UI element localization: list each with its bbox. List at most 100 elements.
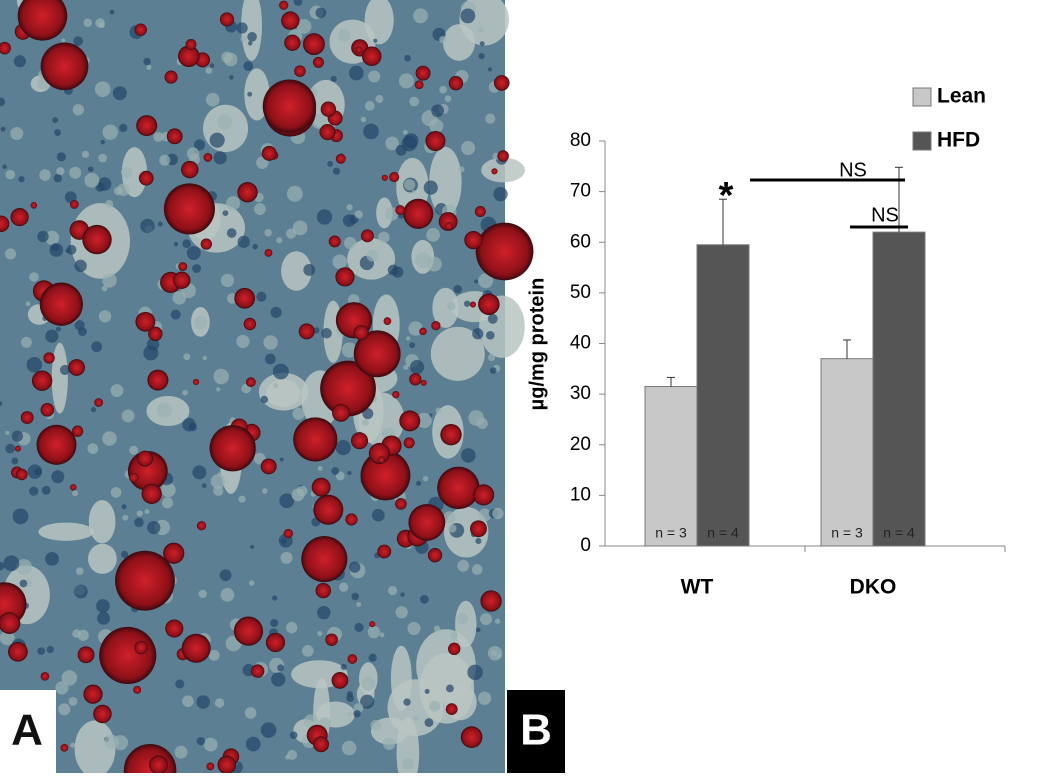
micrograph-speck	[385, 136, 400, 151]
micrograph-speck	[317, 630, 323, 637]
micrograph-speck	[407, 621, 421, 636]
micrograph-speck	[248, 580, 255, 586]
micrograph-speck	[406, 336, 411, 341]
micrograph-speck	[129, 445, 139, 455]
micrograph-speck	[367, 625, 381, 639]
micrograph-droplet	[315, 582, 332, 599]
micrograph-droplet	[217, 755, 237, 775]
micrograph-speck	[384, 207, 399, 221]
micrograph-speck	[122, 514, 129, 521]
micrograph-droplet	[0, 612, 21, 634]
micrograph-speck	[121, 409, 135, 423]
micrograph-speck	[315, 7, 327, 19]
micrograph-speck	[186, 147, 200, 160]
micrograph-speck	[362, 408, 374, 420]
micrograph-droplet	[361, 46, 382, 67]
micrograph-speck	[173, 242, 179, 247]
micrograph-droplet	[360, 450, 411, 501]
micrograph-speck	[65, 248, 70, 253]
micrograph-droplet	[178, 45, 200, 68]
micrograph-speck	[332, 254, 348, 270]
micrograph-speck	[143, 57, 151, 66]
micrograph-speck	[272, 595, 278, 601]
micrograph-droplet	[491, 168, 498, 175]
micrograph-droplet	[335, 153, 346, 164]
micrograph-speck	[378, 231, 390, 244]
micrograph-speck	[404, 54, 411, 62]
micrograph-speck	[477, 27, 484, 33]
micrograph-speck	[119, 123, 128, 133]
micrograph-speck	[219, 569, 232, 582]
micrograph-speck	[492, 507, 504, 520]
micrograph-speck	[260, 395, 269, 404]
micrograph-speck	[479, 41, 485, 47]
micrograph-speck	[182, 239, 191, 249]
micrograph-speck	[480, 613, 493, 626]
y-tick-label: 60	[570, 231, 591, 252]
micrograph-speck	[121, 504, 127, 510]
micrograph-speck	[102, 431, 117, 446]
micrograph-speck	[250, 544, 255, 549]
micrograph-speck	[444, 95, 452, 103]
micrograph-speck	[74, 320, 85, 331]
micrograph-droplet	[262, 79, 317, 133]
micrograph-droplet	[136, 115, 158, 137]
micrograph-speck	[467, 664, 483, 681]
micrograph-speck	[210, 474, 226, 489]
micrograph-speck	[285, 621, 298, 634]
micrograph-droplet	[464, 230, 483, 250]
micrograph-droplet	[497, 150, 509, 162]
chart: 0 10 20 30 40 50 60 70 80 WT n = 3 n = 4 DKO n = 3 n =…	[570, 85, 1006, 599]
micrograph-speck	[213, 151, 227, 165]
micrograph-speck	[478, 508, 492, 522]
micrograph-droplet	[115, 550, 175, 611]
micrograph-speck	[363, 123, 379, 140]
micrograph-space	[430, 326, 485, 381]
micrograph-speck	[368, 653, 377, 662]
micrograph-speck	[91, 341, 103, 353]
micrograph-speck	[134, 517, 144, 528]
micrograph-speck	[61, 38, 66, 43]
bar	[644, 386, 698, 547]
micrograph-speck	[347, 470, 352, 476]
micrograph-speck	[330, 75, 337, 82]
micrograph-speck	[429, 700, 441, 712]
micrograph-speck	[222, 210, 229, 216]
micrograph-droplet	[408, 503, 446, 541]
micrograph-speck	[360, 694, 375, 709]
micrograph-speck	[366, 249, 379, 262]
micrograph-speck	[110, 487, 122, 498]
micrograph-speck	[387, 585, 398, 596]
micrograph-speck	[10, 126, 24, 141]
micrograph-speck	[236, 334, 250, 349]
micrograph-droplet	[138, 170, 154, 186]
micrograph-speck	[75, 567, 84, 576]
micrograph-speck	[140, 218, 155, 234]
micrograph-speck	[445, 684, 454, 693]
micrograph-speck	[370, 719, 382, 731]
micrograph-speck	[303, 714, 318, 729]
micrograph-droplet	[77, 646, 95, 664]
micrograph-speck	[72, 104, 85, 116]
micrograph-speck	[478, 53, 485, 60]
micrograph-droplet	[250, 664, 265, 678]
micrograph-droplet	[350, 432, 369, 450]
micrograph-speck	[49, 243, 64, 257]
micrograph-speck	[175, 679, 185, 689]
micrograph-speck	[223, 52, 238, 67]
micrograph-droplet	[31, 370, 53, 391]
micrograph-droplet	[437, 466, 480, 510]
micrograph-droplet	[409, 373, 422, 386]
micrograph-droplet	[460, 726, 483, 749]
micrograph-speck	[276, 237, 283, 244]
micrograph-speck	[351, 592, 359, 601]
micrograph-droplet	[448, 75, 464, 91]
micrograph-speck	[188, 423, 197, 432]
micrograph-speck	[192, 264, 201, 273]
n-label: n = 3	[831, 525, 863, 541]
micrograph-speck	[475, 537, 482, 545]
micrograph-speck	[419, 594, 429, 604]
micrograph-speck	[74, 584, 88, 599]
micrograph-speck	[182, 389, 188, 396]
micrograph-speck	[494, 618, 501, 624]
